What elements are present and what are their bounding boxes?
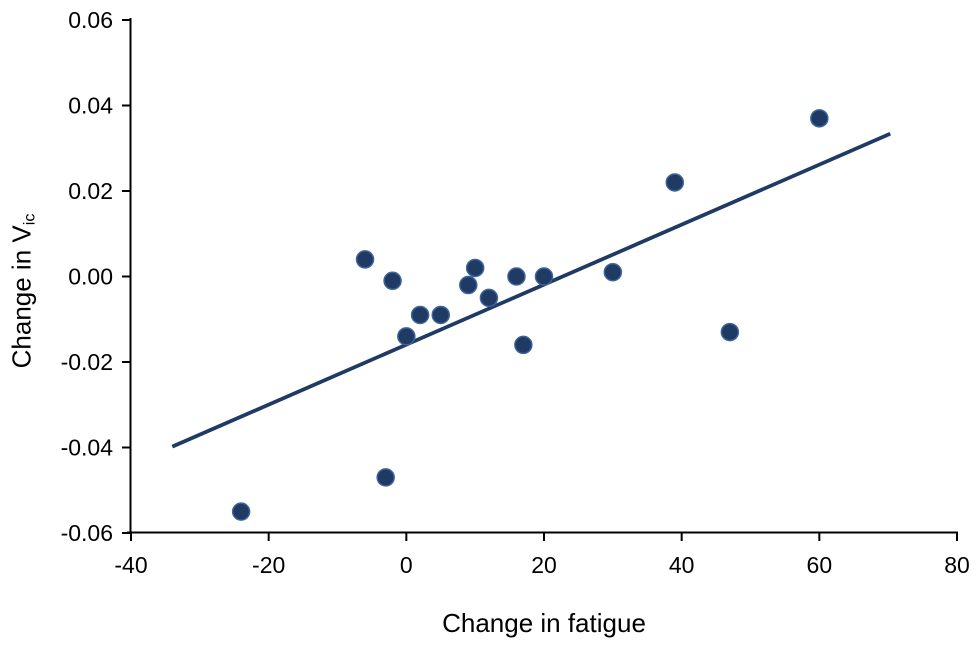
data-point [810,109,829,128]
data-point [720,322,740,342]
data-point [397,327,416,346]
x-tick-label: 60 [807,552,833,578]
data-point [465,258,485,278]
trendline [171,131,891,449]
data-point [603,262,623,282]
y-tick-label: 0.02 [68,178,113,204]
x-tick-label: 40 [669,552,695,578]
data-point [459,275,478,295]
data-point [376,468,395,487]
data-point [665,173,685,192]
y-tick-label: -0.04 [61,435,114,461]
x-tick-label: 20 [531,552,557,578]
data-point [514,335,533,355]
y-tick-label: 0.06 [68,7,113,33]
x-tick-label: -40 [114,552,147,578]
data-point [534,267,554,286]
data-point [410,305,430,325]
data-point [383,271,402,291]
data-point [355,250,375,269]
x-tick-label: 80 [944,552,970,578]
data-point [479,288,499,308]
x-axis-title: Change in fatigue [442,608,646,638]
y-tick-label: -0.02 [61,349,113,375]
y-tick-label: -0.06 [61,520,113,546]
data-point [231,502,251,521]
data-point [507,267,526,286]
x-tick-label: 0 [400,552,413,578]
data-point [431,305,450,325]
y-axis-title-text: Change in V [6,225,37,369]
y-axis-title: Change in Vic [7,214,40,369]
x-tick-label: -20 [252,552,285,578]
y-tick-label: 0.00 [68,264,113,290]
y-tick-label: 0.04 [68,93,113,119]
y-axis-title-subscript: ic [20,213,39,226]
